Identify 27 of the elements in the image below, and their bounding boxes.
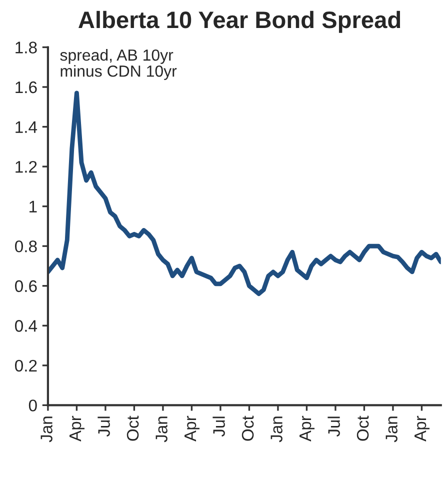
y-tick-label: 0.2 xyxy=(15,360,37,372)
y-tick-label: 0.4 xyxy=(15,320,38,332)
x-tick-label: Jan xyxy=(386,416,398,442)
y-tick-label: 0.6 xyxy=(15,280,37,292)
line-series xyxy=(48,90,441,296)
y-tick-label: 1.6 xyxy=(16,81,37,94)
x-tick-label: Apr xyxy=(184,416,200,442)
y-tick-label: 1.4 xyxy=(16,121,38,133)
x-tick-label: Oct xyxy=(242,416,254,441)
y-tick-label: 1.2 xyxy=(16,160,37,173)
x-tick-label: Apr xyxy=(300,416,314,442)
x-tick-label: Jul xyxy=(328,416,340,437)
y-tick-label: 0.8 xyxy=(15,240,37,252)
y-tick-label: 0 xyxy=(28,400,37,412)
x-tick-label: Jul xyxy=(212,416,225,437)
chart-title: Alberta 10 Year Bond Spread xyxy=(78,10,400,33)
y-tick-label: 1 xyxy=(30,200,37,212)
x-tick-label: Jan xyxy=(156,416,168,442)
x-tick-label: Oct xyxy=(126,416,139,441)
y-tick-label: 1.8 xyxy=(16,42,37,54)
x-tick-label: Oct xyxy=(356,416,369,441)
x-tick-label: Apr xyxy=(70,416,84,442)
x-tick-label: Apr xyxy=(414,416,430,442)
x-tick-label: Jan xyxy=(270,416,282,442)
x-tick-label: Jul xyxy=(98,416,110,437)
x-tick-label: Jan xyxy=(40,416,52,442)
annotation: spread, AB 10yr minus CDN 10yr xyxy=(60,49,177,80)
